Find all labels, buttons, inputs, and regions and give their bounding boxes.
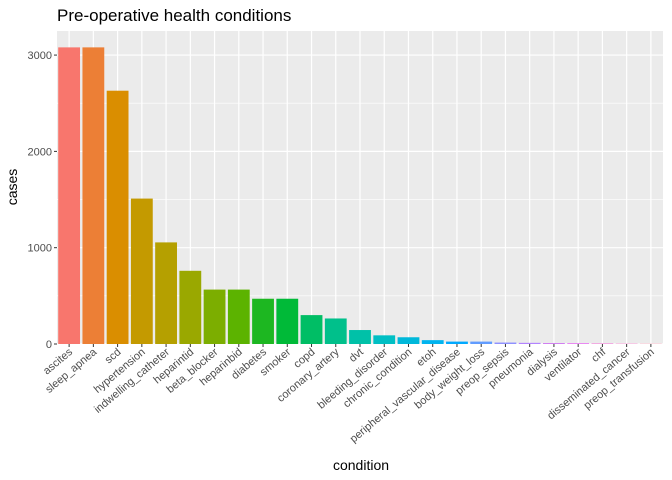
bar-pneumonia bbox=[518, 342, 541, 344]
y-tick-label: 0 bbox=[46, 339, 52, 351]
y-axis: 0 1000 2000 3000 bbox=[28, 50, 57, 351]
y-tick-label: 2000 bbox=[28, 146, 52, 158]
bar-beta_blocker bbox=[203, 289, 226, 344]
bar-sleep_apnea bbox=[82, 47, 105, 344]
y-axis-title: cases bbox=[4, 169, 20, 206]
bar-heparinbid bbox=[227, 289, 250, 344]
bar-heparintid bbox=[179, 270, 202, 344]
bar-preop_sepsis bbox=[494, 342, 517, 344]
x-axis-title: condition bbox=[333, 457, 389, 473]
bar-etoh bbox=[421, 340, 444, 344]
bar-coronary_artery bbox=[324, 318, 347, 344]
bar-scd bbox=[106, 90, 129, 344]
y-tick-label: 3000 bbox=[28, 50, 52, 62]
bar-smoker bbox=[276, 298, 299, 344]
bar-hypertension bbox=[130, 198, 153, 344]
bar-bleeding_disorder bbox=[373, 335, 396, 344]
chart-title: Pre-operative health conditions bbox=[57, 6, 291, 25]
bar-dialysis bbox=[543, 343, 565, 344]
bar-copd bbox=[300, 315, 323, 344]
bar-chronic_condition bbox=[397, 337, 420, 344]
bars bbox=[58, 47, 662, 344]
bar-indwelling_catheter bbox=[155, 242, 177, 344]
bar-ventilator bbox=[567, 343, 590, 344]
bar-diabetes bbox=[252, 298, 274, 344]
bar-peripheral_vascular_disease bbox=[446, 341, 468, 344]
y-tick-label: 1000 bbox=[28, 243, 52, 255]
bar-dvt bbox=[349, 330, 371, 344]
bar-ascites bbox=[58, 47, 81, 344]
bar-body_weight_loss bbox=[470, 341, 493, 344]
